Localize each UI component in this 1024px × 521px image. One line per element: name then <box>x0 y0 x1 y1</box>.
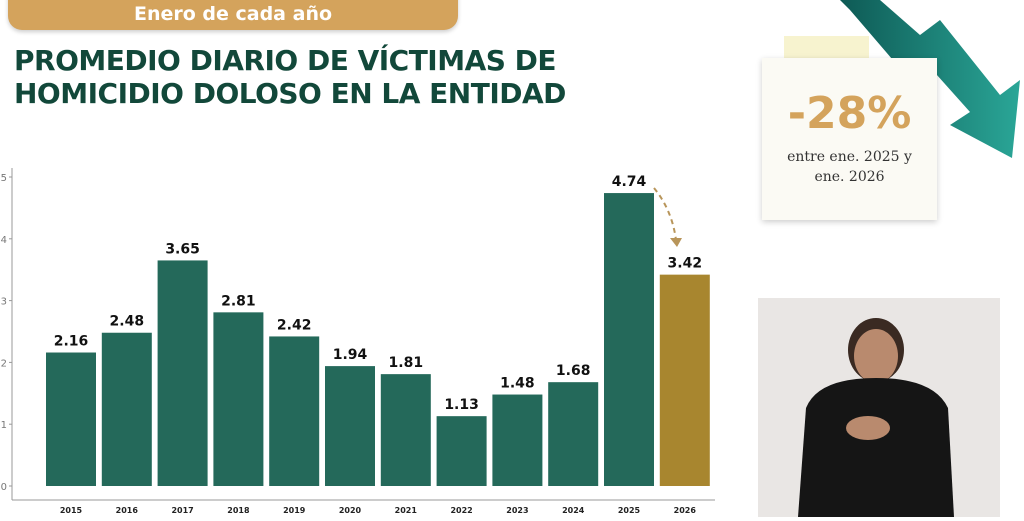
bar-2023 <box>492 394 543 486</box>
down-trend-arrow-icon <box>840 0 1020 158</box>
data-label: 1.81 <box>389 355 424 371</box>
x-tick-label: 2025 <box>618 506 641 515</box>
change-callout: -28% entre ene. 2025 y ene. 2026 <box>762 58 937 220</box>
y-tick-label: 4 <box>1 235 7 246</box>
data-label: 4.74 <box>612 174 647 190</box>
data-label: 3.42 <box>668 256 703 272</box>
data-label: 2.42 <box>277 317 312 333</box>
x-tick-label: 2015 <box>60 506 83 515</box>
bar-chart: 0 1 2 3 4 5 2.16 2015 2.48 2016 3.65 2017 2.81 2018 2.… <box>1 168 715 515</box>
bar-2020 <box>325 366 375 486</box>
data-label: 3.65 <box>165 241 200 257</box>
x-tick-label: 2016 <box>116 506 139 515</box>
y-tick-label: 0 <box>1 482 7 493</box>
bar-2025 <box>604 193 654 486</box>
data-label: 1.94 <box>333 347 368 363</box>
data-label: 1.13 <box>444 397 479 413</box>
x-tick-label: 2026 <box>674 506 697 515</box>
x-tick-label: 2020 <box>339 506 362 515</box>
x-tick-label: 2021 <box>395 506 418 515</box>
bar-2017 <box>157 260 208 486</box>
sign-language-interpreter-video <box>758 298 1000 517</box>
x-tick-label: 2023 <box>506 506 528 515</box>
y-tick-label: 1 <box>1 420 7 431</box>
title-line-1: PROMEDIO DIARIO DE VÍCTIMAS DE <box>14 44 557 77</box>
bar-2024 <box>548 382 599 486</box>
data-label: 2.16 <box>54 334 89 350</box>
x-tick-label: 2017 <box>171 506 193 515</box>
title-line-2: HOMICIDIO DOLOSO EN LA ENTIDAD <box>14 77 566 110</box>
trend-arrow <box>653 187 677 241</box>
bar-2022 <box>436 416 487 486</box>
percent-change: -28% <box>787 88 912 139</box>
x-tick-label: 2019 <box>283 506 306 515</box>
y-tick-label: 2 <box>1 358 7 369</box>
data-label: 2.48 <box>110 314 145 330</box>
page-title: PROMEDIO DIARIO DE VÍCTIMAS DE HOMICIDIO… <box>14 44 566 110</box>
data-label: 2.81 <box>221 293 256 309</box>
data-label: 1.68 <box>556 363 591 379</box>
data-label: 1.48 <box>500 376 535 392</box>
y-tick-label: 3 <box>1 297 7 308</box>
x-tick-label: 2018 <box>227 506 250 515</box>
callout-line-1: entre ene. 2025 y <box>787 149 912 165</box>
callout-line-2: ene. 2026 <box>814 169 885 185</box>
bar-2018 <box>213 312 264 486</box>
x-tick-label: 2022 <box>450 506 472 515</box>
trend-arrow-head-icon <box>670 238 682 247</box>
bar-2026 <box>659 274 710 486</box>
bar-2015 <box>46 352 96 486</box>
interpreter-figure <box>798 318 954 517</box>
x-tick-label: 2024 <box>562 506 585 515</box>
y-tick-label: 5 <box>1 173 7 184</box>
bar-2016 <box>101 332 152 486</box>
bar-2021 <box>380 374 431 486</box>
period-banner: Enero de cada año <box>8 0 458 30</box>
bar-2019 <box>269 336 320 486</box>
